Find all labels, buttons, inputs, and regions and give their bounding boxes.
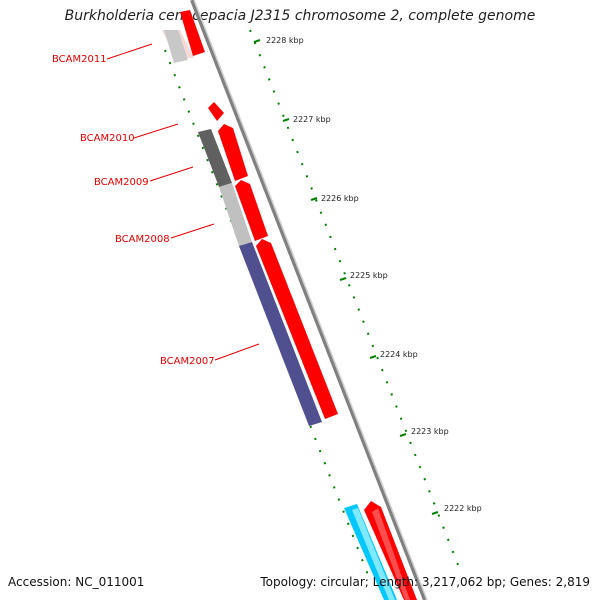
tick-mark xyxy=(310,197,318,201)
feature-bar-bcam2007-dark xyxy=(239,242,322,426)
leader-line xyxy=(214,343,260,361)
gene-arrow-bcam2010 xyxy=(208,102,224,121)
outer-dotted-guide xyxy=(249,29,461,571)
tick-label: 2224 kbp xyxy=(380,350,418,359)
gene-arrow-bcam2009 xyxy=(218,124,248,181)
accession-text: Accession: NC_011001 xyxy=(8,575,145,589)
tick-label: 2227 kbp xyxy=(293,115,331,124)
tick-label: 2226 kbp xyxy=(321,194,359,203)
feature-bar-bcam2008-grey xyxy=(219,183,252,246)
tick-label: 2223 kbp xyxy=(411,427,449,436)
tick-mark xyxy=(431,511,439,515)
gene-label-bcam2011: BCAM2011 xyxy=(52,54,107,65)
gene-label-bcam2009: BCAM2009 xyxy=(94,177,149,188)
gene-label-bcam2007: BCAM2007 xyxy=(160,356,215,367)
tick-mark xyxy=(339,277,347,281)
gene-label-bcam2010: BCAM2010 xyxy=(80,133,135,144)
genome-backbone xyxy=(190,0,427,600)
feature-bar-bcam2011-grey xyxy=(164,30,188,63)
tick-mark xyxy=(253,39,261,43)
gene-arrow-bcam2011 xyxy=(180,10,205,56)
tick-label: 2228 kbp xyxy=(266,36,304,45)
gene-arrow-lower-highlight xyxy=(372,508,410,600)
gene-arrow-bcam2007 xyxy=(256,239,338,419)
genome-summary-text: Topology: circular; Length: 3,217,062 bp… xyxy=(260,575,590,589)
tick-label: 2225 kbp xyxy=(350,271,388,280)
feature-bar-bcam2009-dark xyxy=(198,129,232,187)
tick-mark xyxy=(282,118,290,122)
tick-mark xyxy=(399,433,407,437)
scale-ticks: 2228 kbp 2227 kbp 2226 kbp 2225 kbp 2224… xyxy=(253,36,482,515)
leader-line xyxy=(106,43,153,60)
tick-label: 2222 kbp xyxy=(444,504,482,513)
gene-arrow-bcam2008 xyxy=(235,180,268,241)
leader-line xyxy=(170,223,215,239)
tick-mark xyxy=(369,355,377,359)
leader-line xyxy=(133,123,179,139)
genome-backbone-highlight xyxy=(193,0,428,600)
gene-labels: BCAM2011 BCAM2010 BCAM2009 BCAM2008 BCAM… xyxy=(52,43,260,367)
gene-label-bcam2008: BCAM2008 xyxy=(115,234,170,245)
leader-line xyxy=(149,166,194,182)
feature-bar-cyan-light xyxy=(352,508,395,600)
